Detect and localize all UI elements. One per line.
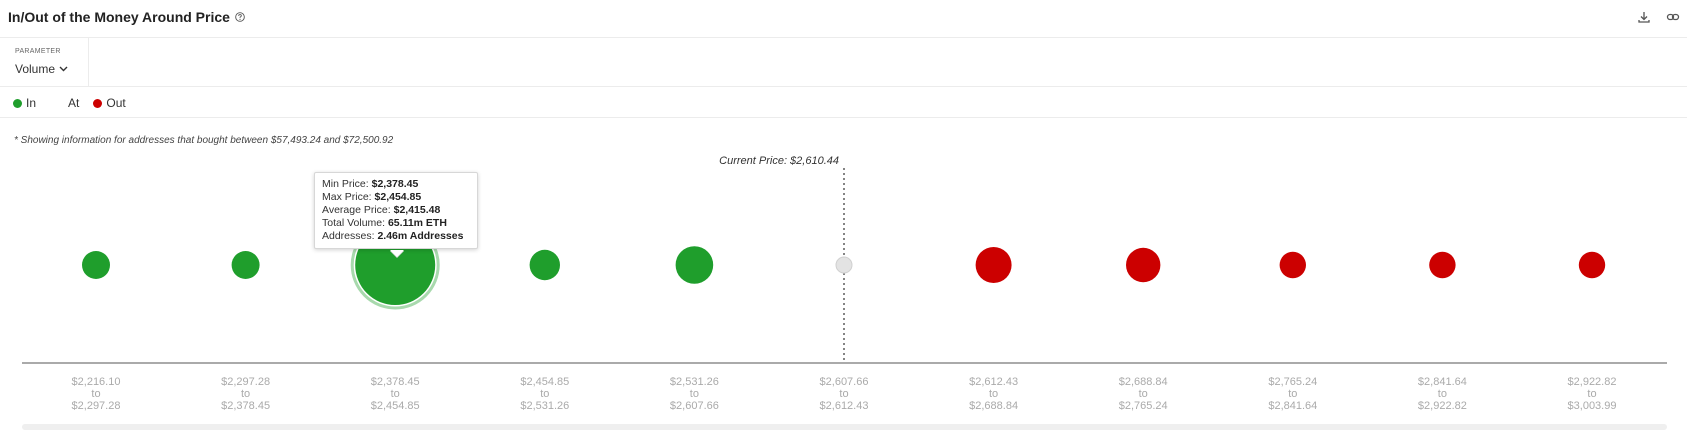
current-price-label: Current Price: $2,610.44 (719, 155, 839, 167)
legend-row: In At Out (0, 87, 1687, 118)
legend-label-in: In (26, 96, 37, 110)
chart-header: In/Out of the Money Around Price (0, 0, 1687, 38)
x-tick-label-7-2: to (989, 388, 998, 400)
parameter-select[interactable]: Volume (15, 62, 68, 76)
x-tick-label-11-1: $2,922.82 (1568, 376, 1617, 388)
x-tick-label-9-1: $2,765.24 (1268, 376, 1317, 388)
x-tick-label-11-2: to (1587, 388, 1596, 400)
x-tick-label-5-2: to (690, 388, 699, 400)
parameter-row (0, 38, 1687, 87)
legend-dot-in (13, 98, 22, 108)
tooltip-max-row: Max Price: $2,454.85 (322, 191, 422, 203)
x-tick-label-1-1: $2,216.10 (72, 376, 121, 388)
bubble-10[interactable] (1429, 251, 1456, 279)
x-tick-label-6-1: $2,607.66 (820, 376, 869, 388)
link-icon[interactable] (1666, 10, 1680, 24)
legend-label-at: At (68, 96, 80, 110)
x-tick-label-2-2: to (241, 388, 250, 400)
tooltip-addresses-row: Addresses: 2.46m Addresses (322, 230, 464, 242)
x-tick-label-3-2: to (391, 388, 400, 400)
x-tick-label-4-2: to (540, 388, 549, 400)
legend-item-at[interactable]: At (68, 96, 79, 110)
legend-item-in[interactable]: In (13, 96, 36, 110)
legend: In At Out (13, 96, 146, 110)
x-tick-label-10-3: $2,922.82 (1418, 400, 1467, 412)
chart-title: In/Out of the Money Around Price (8, 9, 230, 25)
chart-scrollbar[interactable] (22, 424, 1667, 430)
bubble-8[interactable] (1126, 247, 1161, 283)
x-tick-label-8-3: $2,765.24 (1119, 400, 1168, 412)
tooltip-avg-row: Average Price: $2,415.48 (322, 204, 441, 216)
parameter-label: PARAMETER (15, 48, 61, 55)
x-tick-label-5-3: $2,607.66 (670, 400, 719, 412)
tooltip-volume-row: Total Volume: 65.11m ETH (322, 217, 447, 229)
x-tick-label-7-3: $2,688.84 (969, 400, 1018, 412)
bubble-7[interactable] (975, 247, 1012, 283)
chart-title-wrap: In/Out of the Money Around Price (8, 9, 245, 25)
x-tick-label-1-2: to (91, 388, 100, 400)
x-tick-label-6-3: $2,612.43 (820, 400, 869, 412)
x-tick-label-7-1: $2,612.43 (969, 376, 1018, 388)
x-tick-label-4-3: $2,531.26 (520, 400, 569, 412)
x-tick-label-3-3: $2,454.85 (371, 400, 420, 412)
x-tick-label-4-1: $2,454.85 (520, 376, 569, 388)
legend-item-out[interactable]: Out (93, 96, 126, 110)
x-tick-label-9-3: $2,841.64 (1268, 400, 1317, 412)
x-tick-label-9-2: to (1288, 388, 1297, 400)
bubble-4[interactable] (529, 249, 560, 281)
download-icon[interactable] (1637, 10, 1651, 24)
x-tick-label-8-1: $2,688.84 (1119, 376, 1168, 388)
chart-svg: $2,216.10to$2,297.28$2,297.28to$2,378.45… (22, 155, 1667, 412)
x-tick-label-5-1: $2,531.26 (670, 376, 719, 388)
x-tick-label-2-3: $2,378.45 (221, 400, 270, 412)
bubble-11[interactable] (1578, 251, 1606, 279)
legend-label-out: Out (106, 96, 126, 110)
chart-tooltip: Min Price: $2,378.45 Max Price: $2,454.8… (314, 172, 478, 249)
bubble-2[interactable] (231, 251, 260, 279)
bubble-5[interactable] (675, 246, 714, 284)
chevron-down-icon (59, 66, 68, 72)
tooltip-arrow (390, 250, 404, 257)
bubble-6[interactable] (835, 256, 853, 274)
help-icon[interactable] (235, 12, 245, 22)
x-tick-label-10-1: $2,841.64 (1418, 376, 1467, 388)
x-tick-label-10-2: to (1438, 388, 1447, 400)
bubble-9[interactable] (1279, 251, 1307, 279)
x-tick-label-2-1: $2,297.28 (221, 376, 270, 388)
range-note: * Showing information for addresses that… (14, 135, 394, 146)
x-tick-label-6-2: to (839, 388, 848, 400)
parameter-value: Volume (15, 62, 56, 76)
x-tick-label-8-2: to (1139, 388, 1148, 400)
legend-dot-out (93, 98, 103, 108)
tooltip-min-row: Min Price: $2,378.45 (322, 178, 419, 190)
parameter-control: PARAMETER Volume (0, 38, 89, 86)
x-tick-label-3-1: $2,378.45 (371, 376, 420, 388)
x-tick-label-11-3: $3,003.99 (1568, 400, 1617, 412)
x-tick-label-1-3: $2,297.28 (72, 400, 121, 412)
bubble-1[interactable] (82, 251, 110, 279)
